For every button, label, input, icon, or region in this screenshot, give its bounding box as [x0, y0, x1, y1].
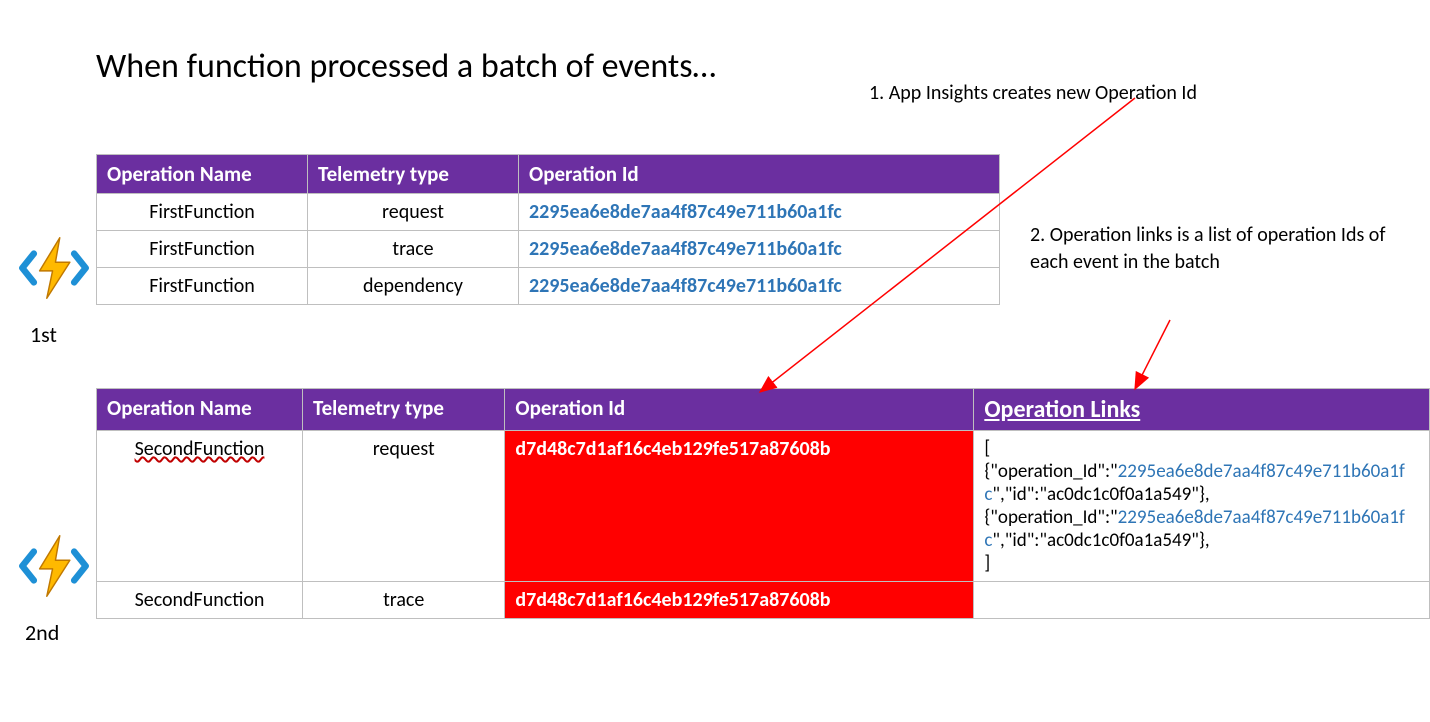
table-row: SecondFunctiontraced7d48c7d1af16c4eb129f… — [97, 582, 1430, 619]
operation-name: FirstFunction — [97, 268, 308, 305]
table-row: FirstFunctionrequest2295ea6e8de7aa4f87c4… — [97, 194, 1000, 231]
telemetry-table-2: Operation NameTelemetry typeOperation Id… — [96, 388, 1430, 619]
telemetry-type: request — [302, 431, 504, 582]
first-label: 1st — [30, 322, 57, 348]
telemetry-type: trace — [308, 231, 519, 268]
column-header: Operation Id — [505, 389, 974, 431]
operation-name: FirstFunction — [97, 194, 308, 231]
column-header: Operation Id — [519, 155, 1000, 194]
column-header: Operation Links — [974, 389, 1430, 431]
column-header: Telemetry type — [302, 389, 504, 431]
operation-name: FirstFunction — [97, 231, 308, 268]
azure-functions-icon — [18, 232, 90, 309]
operation-id: 2295ea6e8de7aa4f87c49e711b60a1fc — [519, 231, 1000, 268]
operation-id: d7d48c7d1af16c4eb129fe517a87608b — [505, 431, 974, 582]
operation-name: SecondFunction — [97, 582, 303, 619]
operation-name: SecondFunction — [97, 431, 303, 582]
annotation-1: 1. App Insights creates new Operation Id — [869, 80, 1289, 107]
second-label: 2nd — [25, 620, 59, 646]
operation-id: d7d48c7d1af16c4eb129fe517a87608b — [505, 582, 974, 619]
operation-links: [{"operation_Id":"2295ea6e8de7aa4f87c49e… — [974, 431, 1430, 582]
operation-id: 2295ea6e8de7aa4f87c49e711b60a1fc — [519, 194, 1000, 231]
azure-functions-icon — [18, 530, 90, 607]
table-row: FirstFunctiondependency2295ea6e8de7aa4f8… — [97, 268, 1000, 305]
page-title: When function processed a batch of event… — [96, 46, 716, 87]
annotation-2: 2. Operation links is a list of operatio… — [1030, 222, 1400, 276]
operation-id: 2295ea6e8de7aa4f87c49e711b60a1fc — [519, 268, 1000, 305]
telemetry-type: trace — [302, 582, 504, 619]
telemetry-type: dependency — [308, 268, 519, 305]
table-row: SecondFunctionrequestd7d48c7d1af16c4eb12… — [97, 431, 1430, 582]
column-header: Operation Name — [97, 389, 303, 431]
telemetry-type: request — [308, 194, 519, 231]
column-header: Operation Name — [97, 155, 308, 194]
telemetry-table-1: Operation NameTelemetry typeOperation Id… — [96, 154, 1000, 305]
column-header: Telemetry type — [308, 155, 519, 194]
operation-links — [974, 582, 1430, 619]
table-row: FirstFunctiontrace2295ea6e8de7aa4f87c49e… — [97, 231, 1000, 268]
